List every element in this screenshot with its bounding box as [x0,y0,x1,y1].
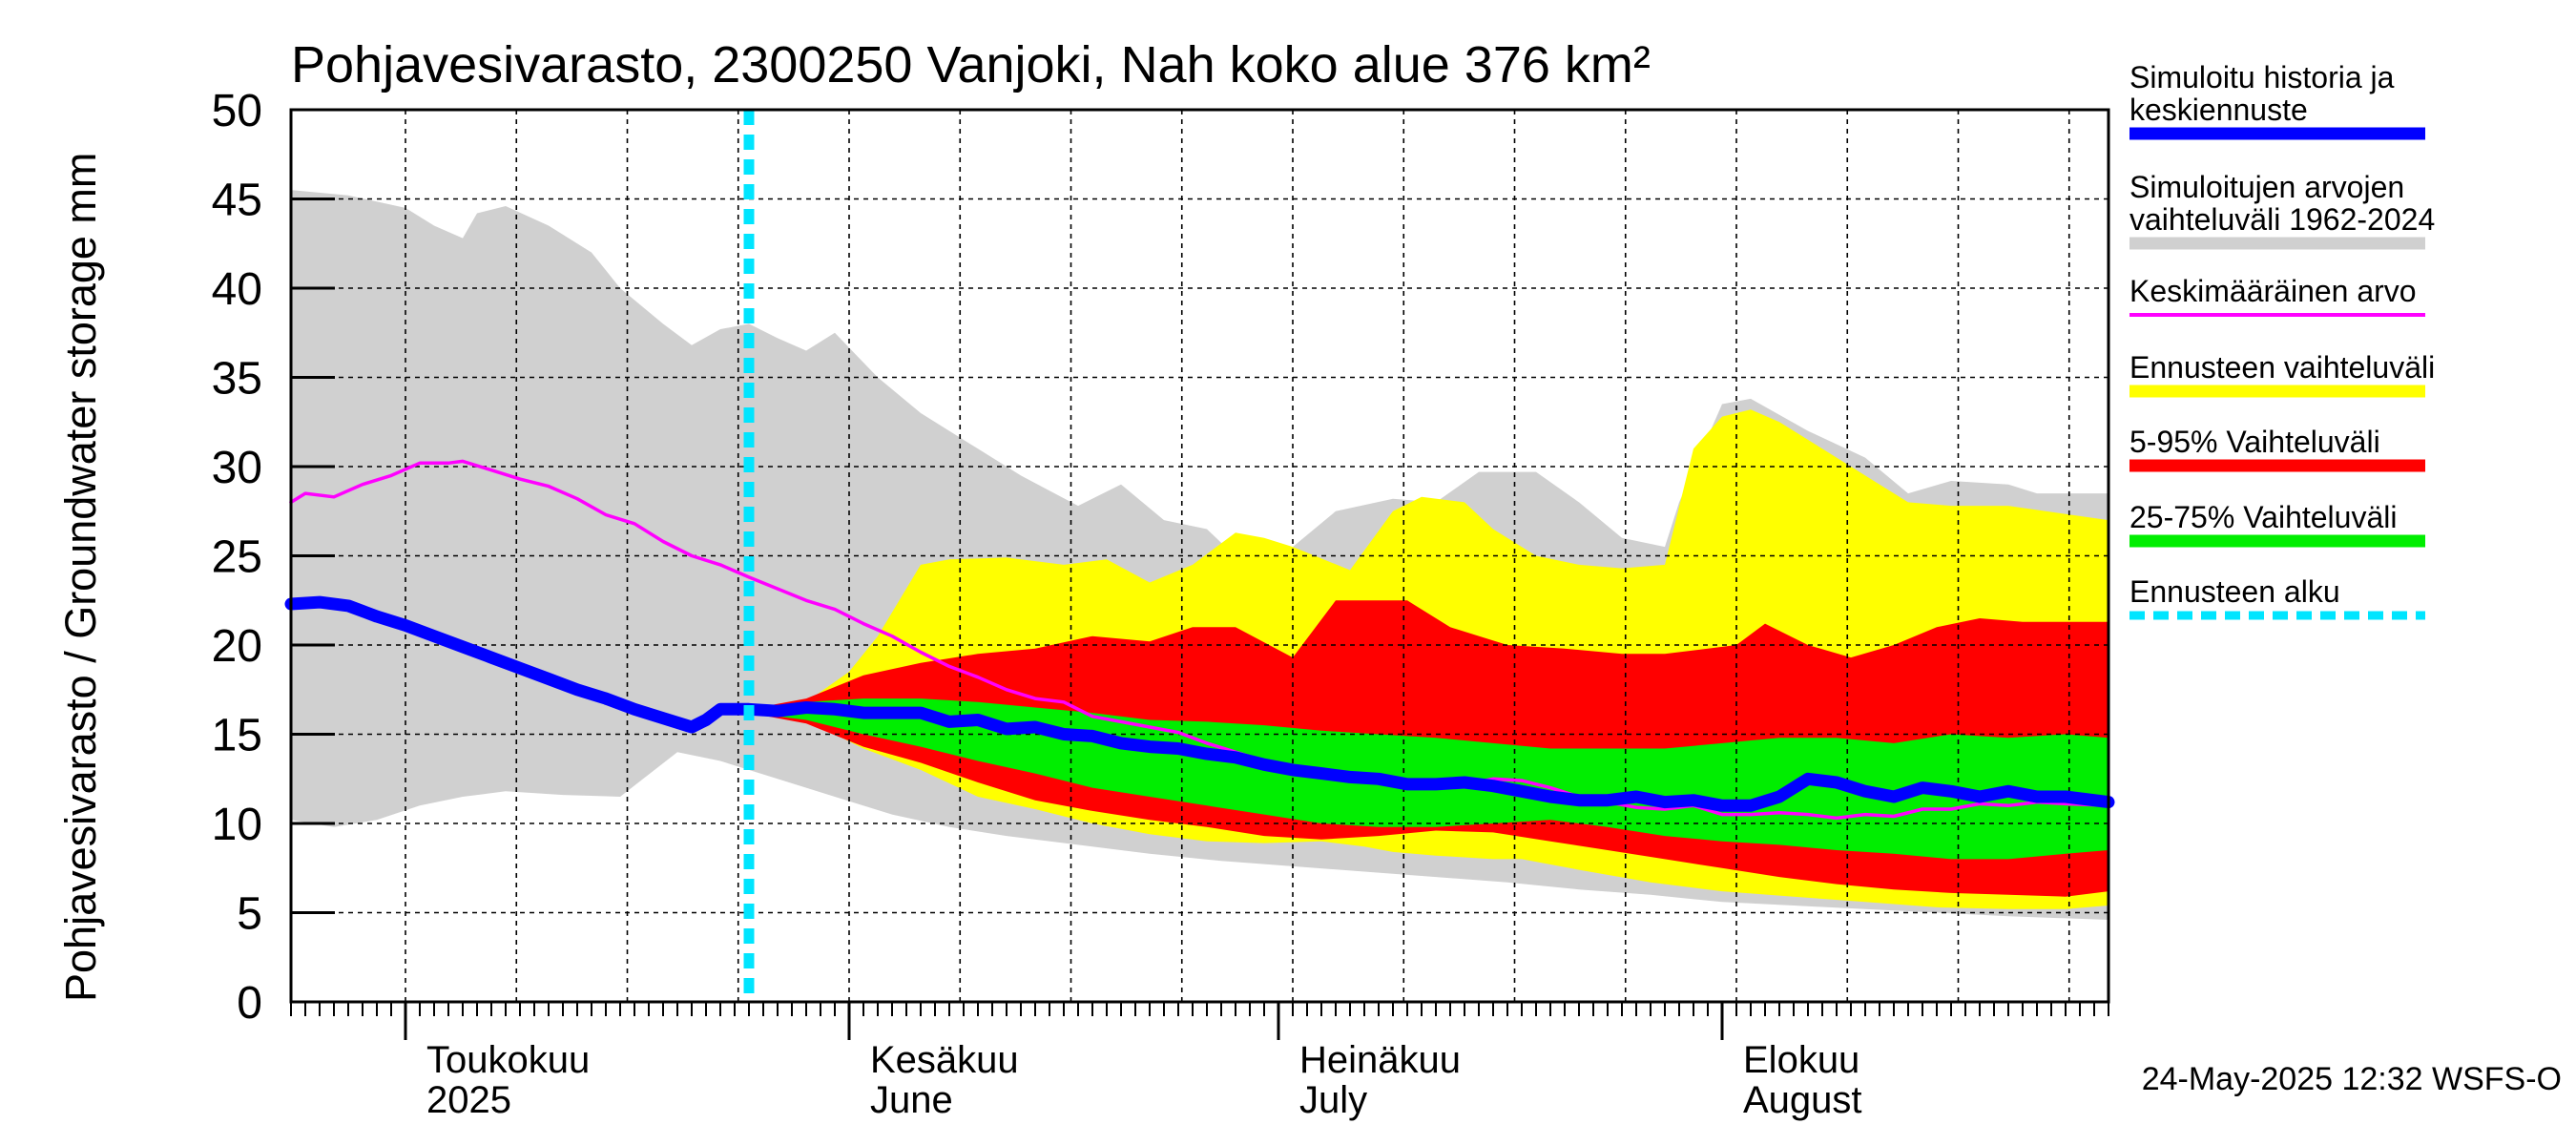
y-tick-label: 30 [212,443,262,493]
timestamp: 24-May-2025 12:32 WSFS-O [2142,1061,2562,1097]
chart-title: Pohjavesivarasto, 2300250 Vanjoki, Nah k… [291,36,1651,94]
legend-label: Simuloitujen arvojen [2129,170,2404,204]
grid-layer [291,110,2109,1002]
y-tick-label: 45 [212,176,262,226]
y-tick-label: 25 [212,532,262,583]
legend-label: 25-75% Vaihteluväli [2129,500,2397,534]
legend-label: Simuloitu historia ja [2129,60,2395,94]
legend-label: Keskimääräinen arvo [2129,274,2417,308]
legend-label: vaihteluväli 1962-2024 [2129,202,2435,237]
axes-layer: 05101520253035404550Toukokuu2025KesäkuuJ… [212,86,2110,1121]
lines-layer [284,110,2115,1002]
y-tick-label: 20 [212,621,262,672]
y-tick-label: 0 [237,978,262,1029]
legend-label: 5-95% Vaihteluväli [2129,425,2380,459]
y-axis-label: Pohjavesivarasto / Groundwater storage m… [56,153,105,1002]
y-tick-label: 15 [212,711,262,761]
legend-label: keskiennuste [2129,93,2308,127]
x-month-sublabel: August [1743,1079,1862,1121]
x-month-sublabel: July [1299,1079,1367,1121]
x-month-sublabel: 2025 [426,1079,511,1121]
series-line-keskim-r-inen-arvo [289,459,2110,821]
y-tick-label: 40 [212,264,262,315]
x-month-sublabel: June [870,1079,953,1121]
y-tick-label: 10 [212,800,262,850]
y-tick-label: 50 [212,86,262,136]
x-month-label: Elokuu [1743,1039,1859,1081]
legend-label: Ennusteen vaihteluväli [2129,350,2435,385]
legend-label: Ennusteen alku [2129,574,2340,609]
x-month-label: Kesäkuu [870,1039,1019,1081]
x-month-label: Heinäkuu [1299,1039,1461,1081]
series-line-simuloitu-historia-ja-keskiennuste [284,595,2115,812]
x-month-label: Toukokuu [426,1039,590,1081]
y-tick-label: 5 [237,889,262,940]
y-tick-label: 35 [212,354,262,405]
